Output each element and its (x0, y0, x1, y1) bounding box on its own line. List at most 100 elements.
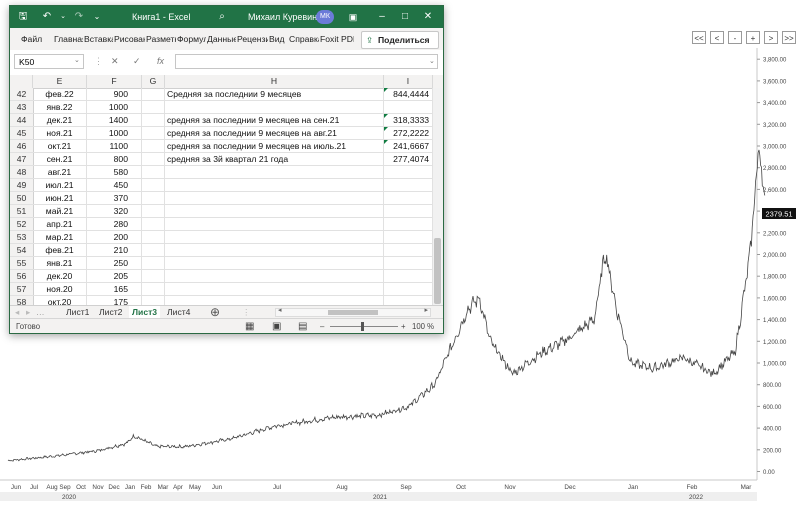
cell-e[interactable]: фев.22 (33, 88, 87, 100)
ribbon-tab[interactable]: Разметка (146, 34, 176, 44)
function-icon[interactable]: fx (157, 56, 165, 66)
cell-h[interactable] (165, 231, 384, 243)
customize-toolbar-icon[interactable]: ⌄ (93, 12, 101, 21)
chart-nav-button[interactable]: + (746, 31, 760, 44)
cell-h[interactable] (165, 179, 384, 191)
row-number[interactable]: 55 (10, 257, 34, 269)
cell-g[interactable] (142, 153, 165, 165)
cell-h[interactable] (165, 218, 384, 230)
zoom-level[interactable]: 100 % (412, 322, 435, 331)
column-header[interactable]: E (33, 75, 87, 88)
ribbon-tab[interactable]: Рисование (114, 34, 145, 44)
cell-h[interactable]: Средняя за последнии 9 месяцев (165, 88, 384, 100)
ribbon-tab[interactable]: Формулы (177, 34, 206, 44)
cell-f[interactable]: 200 (87, 231, 142, 243)
name-box-dropdown-icon[interactable]: ⌄ (74, 57, 80, 64)
formula-input[interactable] (175, 54, 438, 69)
cell-h[interactable] (165, 296, 384, 305)
cell-g[interactable] (142, 231, 165, 243)
chart-nav-button[interactable]: - (728, 31, 742, 44)
cell-e[interactable]: апр.21 (33, 218, 87, 230)
error-indicator-icon[interactable] (384, 114, 388, 118)
ribbon-display-icon[interactable]: ▣ (348, 12, 358, 22)
cell-f[interactable]: 1100 (87, 140, 142, 152)
avatar[interactable]: МК (316, 10, 334, 24)
row-number[interactable]: 53 (10, 231, 34, 243)
row-number[interactable]: 52 (10, 218, 34, 230)
cell-i[interactable] (384, 283, 433, 295)
cell-h[interactable] (165, 166, 384, 178)
cell-e[interactable]: янв.21 (33, 257, 87, 269)
cell-f[interactable]: 1000 (87, 101, 142, 113)
cell-g[interactable] (142, 218, 165, 230)
row-number[interactable]: 51 (10, 205, 34, 217)
normal-view-icon[interactable]: ▦ (245, 321, 255, 332)
row-number[interactable]: 45 (10, 127, 34, 139)
cell-e[interactable]: окт.21 (33, 140, 87, 152)
vertical-scrollbar-thumb[interactable] (434, 238, 441, 304)
cell-e[interactable]: мар.21 (33, 231, 87, 243)
chart-nav-button[interactable]: < (710, 31, 724, 44)
ribbon-tab[interactable]: Foxit PDF (320, 34, 354, 44)
cell-i[interactable] (384, 257, 433, 269)
sheet-tab[interactable]: Лист2 (99, 307, 123, 317)
maximize-icon[interactable]: □ (401, 11, 409, 22)
cell-i[interactable] (384, 296, 433, 305)
cell-i[interactable] (384, 179, 433, 191)
row-number[interactable]: 48 (10, 166, 34, 178)
cell-h[interactable]: средняя за последнии 9 месяцев на сен.21 (165, 114, 384, 126)
cell-e[interactable]: сен.21 (33, 153, 87, 165)
row-number[interactable]: 47 (10, 153, 34, 165)
scroll-right-icon[interactable]: ▸ (424, 307, 428, 314)
page-break-icon[interactable]: ▤ (298, 321, 308, 332)
cell-h[interactable] (165, 257, 384, 269)
cell-g[interactable] (142, 166, 165, 178)
zoom-out-icon[interactable]: – (320, 322, 325, 331)
cell-h[interactable] (165, 192, 384, 204)
cell-f[interactable]: 205 (87, 270, 142, 282)
cell-f[interactable]: 280 (87, 218, 142, 230)
cell-e[interactable]: ноя.20 (33, 283, 87, 295)
ribbon-tab[interactable]: Рецензирование (237, 34, 268, 44)
zoom-slider-thumb[interactable] (361, 322, 364, 331)
cell-f[interactable]: 320 (87, 205, 142, 217)
error-indicator-icon[interactable] (384, 140, 388, 144)
cell-f[interactable]: 370 (87, 192, 142, 204)
row-number[interactable]: 46 (10, 140, 34, 152)
sheet-more-icon[interactable]: … (36, 307, 45, 317)
vertical-scrollbar[interactable] (433, 88, 443, 305)
share-button[interactable]: ⇪ Поделиться (361, 31, 439, 49)
cell-f[interactable]: 210 (87, 244, 142, 256)
cancel-icon[interactable]: ✕ (111, 56, 119, 66)
ribbon-tab[interactable]: Данные (207, 34, 236, 44)
cell-i[interactable] (384, 205, 433, 217)
cell-g[interactable] (142, 283, 165, 295)
cell-g[interactable] (142, 296, 165, 305)
cell-i[interactable]: 241,6667 (384, 140, 433, 152)
name-box[interactable]: K50 (14, 54, 84, 69)
cell-i[interactable] (384, 166, 433, 178)
row-number[interactable]: 44 (10, 114, 34, 126)
save-icon[interactable]: 🖫 (18, 11, 28, 22)
cell-i[interactable]: 277,4074 (384, 153, 433, 165)
ribbon-tab[interactable]: Справка (289, 34, 319, 44)
cell-e[interactable]: дек.20 (33, 270, 87, 282)
cell-h[interactable] (165, 244, 384, 256)
cell-f[interactable]: 580 (87, 166, 142, 178)
chart-nav-button[interactable]: > (764, 31, 778, 44)
cell-h[interactable] (165, 283, 384, 295)
cell-i[interactable] (384, 270, 433, 282)
cell-g[interactable] (142, 205, 165, 217)
cell-e[interactable]: июл.21 (33, 179, 87, 191)
row-number[interactable]: 43 (10, 101, 34, 113)
cell-i[interactable]: 272,2222 (384, 127, 433, 139)
cell-g[interactable] (142, 101, 165, 113)
sheet-prev-icon[interactable]: ◂ (15, 307, 20, 317)
horizontal-scrollbar-thumb[interactable] (328, 310, 378, 315)
redo-icon[interactable]: ↷ (74, 11, 84, 22)
cell-h[interactable]: средняя за 3й квартал 21 года (165, 153, 384, 165)
ribbon-tab[interactable]: Главная (54, 34, 83, 44)
cell-h[interactable] (165, 205, 384, 217)
